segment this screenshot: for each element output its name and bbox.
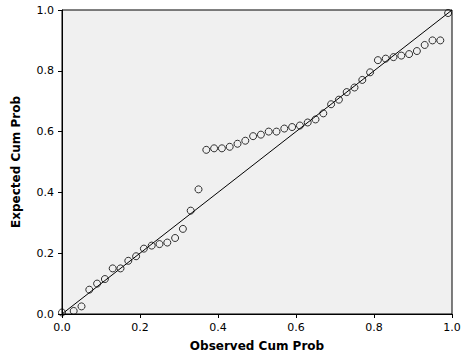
svg-text:1.0: 1.0 [37,4,55,17]
svg-text:0.8: 0.8 [37,64,55,77]
svg-text:0.4: 0.4 [37,186,55,199]
svg-text:0.6: 0.6 [37,125,55,138]
svg-text:Expected Cum Prob: Expected Cum Prob [9,96,23,228]
svg-text:0.0: 0.0 [53,321,71,334]
svg-text:0.6: 0.6 [287,321,305,334]
svg-text:Observed Cum Prob: Observed Cum Prob [190,339,325,353]
svg-text:0.2: 0.2 [131,321,149,334]
svg-text:1.0: 1.0 [443,321,461,334]
svg-text:0.4: 0.4 [209,321,227,334]
svg-text:0.0: 0.0 [37,308,55,321]
svg-text:0.2: 0.2 [37,247,55,260]
svg-text:0.8: 0.8 [365,321,383,334]
